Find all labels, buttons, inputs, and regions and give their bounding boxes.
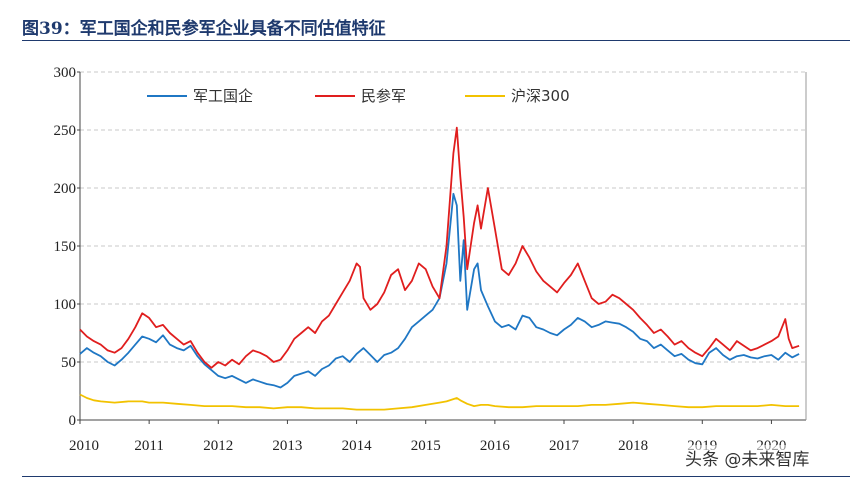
y-tick-label-200: 200	[54, 181, 77, 197]
x-tick-label-2016: 2016	[480, 438, 511, 454]
y-tick-label-50: 50	[61, 355, 76, 371]
chart-title: 图39：军工国企和民参军企业具备不同估值特征	[22, 19, 386, 39]
x-tick-label-2010: 2010	[69, 438, 99, 454]
watermark: 头条 @未来智库	[683, 445, 812, 470]
x-tick-label-2012: 2012	[203, 438, 233, 454]
x-tick-label-2017: 2017	[549, 438, 580, 454]
x-tick-label-2018: 2018	[618, 438, 648, 454]
y-tick-label-250: 250	[54, 123, 77, 139]
legend-label-0: 军工国企	[193, 87, 253, 105]
title-divider	[22, 40, 850, 41]
chart-legend: 军工国企 民参军 沪深300	[147, 87, 570, 105]
y-tick-label-150: 150	[54, 239, 77, 255]
chart-series	[79, 126, 800, 411]
series-line-0	[79, 192, 800, 389]
chart-gridlines	[80, 71, 806, 363]
series-line-2	[79, 393, 800, 411]
y-tick-label-100: 100	[54, 297, 77, 313]
x-tick-label-2013: 2013	[272, 438, 302, 454]
x-tick-label-2014: 2014	[342, 438, 373, 454]
legend-label-2: 沪深300	[511, 87, 570, 105]
y-tick-label-300: 300	[54, 65, 77, 81]
x-tick-label-2011: 2011	[134, 438, 163, 454]
series-line-1	[79, 126, 800, 369]
y-tick-label-0: 0	[69, 413, 77, 429]
legend-label-1: 民参军	[361, 87, 406, 105]
chart-axes: 0 50 100 150 200 250 300 2010 2011 2012 2013 2014 20…	[54, 65, 807, 454]
x-tick-label-2015: 2015	[411, 438, 441, 454]
bottom-divider	[22, 476, 850, 477]
